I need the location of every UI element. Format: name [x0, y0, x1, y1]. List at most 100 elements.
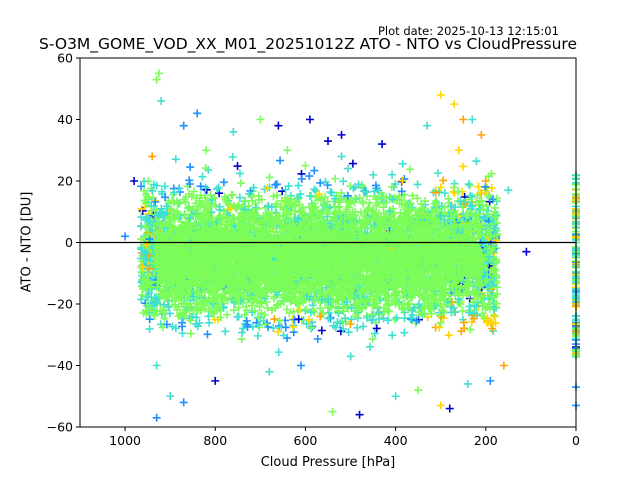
scatter-point	[219, 207, 228, 216]
scatter-point	[184, 203, 193, 212]
scatter-point	[413, 194, 422, 203]
scatter-point	[359, 322, 368, 331]
scatter-point	[160, 182, 169, 191]
scatter-point	[198, 172, 207, 181]
scatter-point	[458, 162, 467, 171]
scatter-point	[465, 181, 474, 190]
scatter-point	[358, 304, 367, 313]
scatter-point	[214, 183, 223, 192]
data-marks	[121, 69, 580, 422]
scatter-point	[270, 315, 279, 324]
scatter-point	[372, 324, 381, 333]
scatter-point	[466, 325, 475, 334]
scatter-point	[236, 179, 245, 188]
scatter-point	[400, 328, 409, 337]
scatter-point	[388, 331, 397, 340]
scatter-point	[196, 182, 205, 191]
scatter-point	[265, 173, 274, 182]
scatter-point	[235, 169, 244, 178]
scatter-point	[316, 178, 325, 187]
scatter-point	[180, 195, 189, 204]
scatter-point	[390, 315, 399, 324]
scatter-point	[242, 306, 251, 315]
scatter-point	[201, 164, 210, 173]
scatter-point	[269, 192, 278, 201]
scatter-point	[440, 189, 449, 198]
scatter-point	[171, 155, 180, 164]
scatter-point	[189, 187, 198, 196]
scatter-point	[233, 312, 242, 321]
scatter-point	[240, 310, 249, 319]
scatter-point	[289, 328, 298, 337]
scatter-point	[436, 183, 445, 192]
scatter-point	[223, 310, 232, 319]
scatter-point	[186, 329, 195, 338]
scatter-point	[413, 180, 422, 189]
scatter-point	[148, 186, 157, 195]
scatter-point	[392, 313, 401, 322]
scatter-point	[277, 196, 286, 205]
scatter-point	[447, 308, 456, 317]
scatter-point	[327, 188, 336, 197]
scatter-point	[305, 192, 314, 201]
scatter-point	[449, 183, 458, 192]
scatter-point	[307, 323, 316, 332]
scatter-point	[478, 309, 487, 318]
scatter-point	[368, 335, 377, 344]
scatter-point	[145, 324, 154, 333]
scatter-point	[339, 177, 348, 186]
scatter-point	[353, 323, 362, 332]
scatter-point	[310, 185, 319, 194]
scatter-point	[237, 328, 246, 337]
scatter-point	[274, 348, 283, 357]
scatter-point	[227, 190, 236, 199]
scatter-point	[137, 182, 146, 191]
scatter-point	[386, 194, 395, 203]
scatter-point	[330, 194, 339, 203]
scatter-point	[435, 323, 444, 332]
scatter-point	[158, 323, 167, 332]
scatter-point	[219, 178, 228, 187]
scatter-point	[491, 258, 500, 267]
scatter-point	[176, 310, 185, 319]
scatter-point	[288, 322, 297, 331]
scatter-point	[269, 323, 278, 332]
scatter-point	[162, 202, 171, 211]
scatter-point	[221, 327, 230, 336]
scatter-point	[305, 172, 314, 181]
scatter-point	[250, 306, 259, 315]
scatter-point	[488, 319, 497, 328]
scatter-point	[301, 306, 310, 315]
scatter-point	[454, 187, 463, 196]
scatter-point	[464, 180, 473, 189]
scatter-point	[276, 156, 285, 165]
scatter-point	[187, 192, 196, 201]
scatter-point	[474, 182, 483, 191]
scatter-point	[388, 170, 397, 179]
scatter-point	[233, 162, 242, 171]
scatter-point	[317, 326, 326, 335]
scatter-point	[488, 324, 497, 333]
scatter-point	[313, 335, 322, 344]
scatter-point	[331, 174, 340, 183]
scatter-point	[490, 312, 499, 321]
scatter-point	[397, 187, 406, 196]
scatter-point	[433, 169, 442, 178]
scatter-point	[281, 323, 290, 332]
scatter-point	[344, 164, 353, 173]
scatter-point	[400, 314, 409, 323]
scatter-point	[344, 328, 353, 337]
scatter-point	[472, 157, 481, 166]
scatter-point	[346, 352, 355, 361]
scatter-point	[216, 313, 225, 322]
scatter-point	[200, 194, 209, 203]
scatter-point	[160, 314, 169, 323]
scatter-point	[228, 152, 237, 161]
scatter-point	[458, 306, 467, 315]
scatter-point	[408, 191, 417, 200]
scatter-point	[485, 191, 494, 200]
scatter-point	[369, 170, 378, 179]
scatter-point	[405, 165, 414, 174]
scatter-point	[254, 314, 263, 323]
